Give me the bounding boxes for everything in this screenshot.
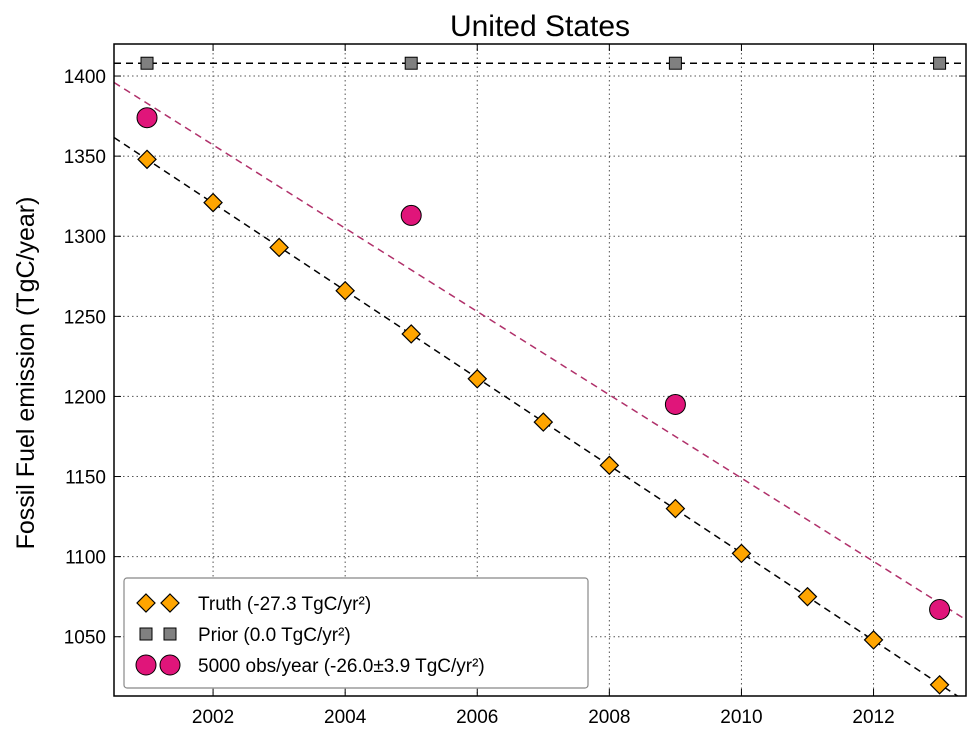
legend: Truth (-27.3 TgC/yr²) Prior (0.0 TgC/yr²)… [123, 577, 589, 689]
y-tick-label: 1350 [64, 147, 106, 168]
legend-box [123, 577, 589, 689]
legend-square-marker [139, 627, 153, 641]
y-tick-label: 1100 [65, 548, 106, 569]
legend-square-marker [163, 627, 177, 641]
y-tick-label: 1400 [64, 67, 106, 88]
diamond-point [401, 324, 422, 344]
x-tick-label: 2002 [192, 707, 234, 728]
data-points [136, 56, 951, 695]
x-tick-label: 2012 [852, 707, 894, 728]
y-tick-label: 1200 [64, 387, 106, 408]
x-tick-label: 2008 [588, 707, 630, 728]
legend-diamond-marker [160, 593, 180, 613]
diamond-point [335, 280, 356, 301]
y-tick-label: 1050 [64, 628, 106, 649]
circle-point [136, 107, 158, 129]
diamond-point [467, 368, 488, 389]
circle-point [929, 598, 951, 620]
diamond-point [533, 412, 554, 432]
grid [114, 44, 966, 696]
trend-line [114, 81, 966, 621]
square-point [404, 56, 418, 70]
diamond-point [137, 149, 157, 170]
legend-label: Truth (-27.3 TgC/yr²) [198, 594, 371, 615]
diamond-point [929, 674, 950, 695]
diamond-point [665, 498, 686, 519]
square-point [933, 56, 947, 70]
y-axis-label: Fossil Fuel emission (TgC/year) [12, 197, 40, 550]
legend-label: 5000 obs/year (-26.0±3.9 TgC/yr²) [198, 656, 485, 677]
legend-diamond-marker [136, 593, 156, 613]
x-tick-label: 2006 [456, 707, 498, 728]
y-tick-label: 1300 [64, 227, 106, 248]
diamond-point [863, 630, 884, 650]
diamond-point [731, 543, 752, 564]
diamond-point [599, 455, 620, 476]
plot-frame [113, 43, 967, 697]
diamond-point [797, 586, 818, 607]
circle-point [400, 204, 422, 226]
axis-ticks: 2002 2004 2006 2008 2010 2012 1050 1100 1150 1200… [64, 44, 966, 728]
chart-title: United States [450, 10, 630, 43]
legend-label: Prior (0.0 TgC/yr²) [198, 625, 351, 646]
square-point [140, 56, 154, 70]
x-tick-label: 2004 [324, 707, 367, 728]
y-tick-label: 1150 [65, 468, 106, 489]
legend-circle-marker [135, 654, 157, 676]
legend-circle-marker [159, 654, 181, 676]
x-tick-label: 2010 [720, 707, 762, 728]
circle-point [664, 393, 686, 415]
diamond-point [269, 237, 289, 258]
square-point [668, 56, 682, 70]
y-tick-label: 1250 [64, 307, 106, 328]
diamond-point [203, 192, 223, 213]
